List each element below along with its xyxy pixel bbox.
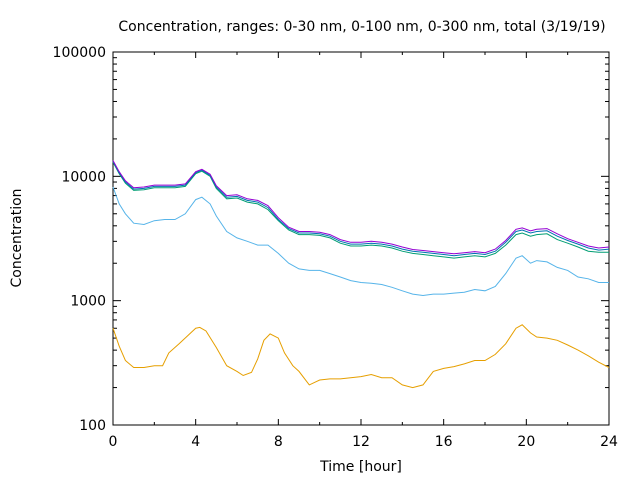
x-tick-label: 20 — [517, 434, 535, 450]
x-tick-label: 8 — [274, 434, 283, 450]
x-axis-label: Time [hour] — [319, 459, 402, 475]
series-layer — [112, 160, 610, 389]
y-tick-label: 100 — [79, 418, 106, 434]
series-line-3 — [112, 161, 609, 259]
plot-area — [112, 51, 610, 426]
x-tick-label: 12 — [352, 434, 370, 450]
y-tick-label: 10000 — [61, 169, 106, 185]
series-line-5 — [112, 160, 610, 255]
y-tick-label: 1000 — [70, 294, 106, 310]
x-tick-label: 16 — [435, 434, 453, 450]
x-axis: 0 4 8 12 16 20 24 — [109, 52, 618, 450]
series-line-2 — [112, 186, 609, 297]
chart-title: Concentration, ranges: 0-30 nm, 0-100 nm… — [118, 19, 605, 35]
series-line-4 — [112, 161, 610, 257]
y-axis: 100 1000 10000 100000 — [53, 45, 609, 434]
x-tick-label: 0 — [109, 434, 118, 450]
y-axis-label: Concentration — [9, 188, 25, 287]
x-tick-label: 24 — [600, 434, 618, 450]
series-line-1 — [112, 324, 610, 389]
y-tick-label: 100000 — [53, 45, 106, 61]
x-tick-label: 4 — [191, 434, 200, 450]
